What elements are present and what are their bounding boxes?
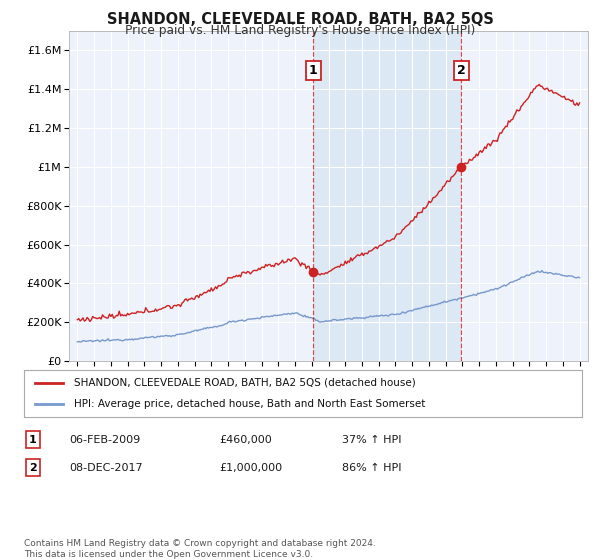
Text: 2: 2 <box>457 64 466 77</box>
Text: 1: 1 <box>309 64 317 77</box>
Text: 06-FEB-2009: 06-FEB-2009 <box>69 435 140 445</box>
Text: HPI: Average price, detached house, Bath and North East Somerset: HPI: Average price, detached house, Bath… <box>74 399 425 409</box>
Text: £460,000: £460,000 <box>219 435 272 445</box>
Text: Price paid vs. HM Land Registry's House Price Index (HPI): Price paid vs. HM Land Registry's House … <box>125 24 475 36</box>
Text: SHANDON, CLEEVEDALE ROAD, BATH, BA2 5QS (detached house): SHANDON, CLEEVEDALE ROAD, BATH, BA2 5QS … <box>74 378 416 388</box>
Text: 08-DEC-2017: 08-DEC-2017 <box>69 463 143 473</box>
Text: 37% ↑ HPI: 37% ↑ HPI <box>342 435 401 445</box>
Text: £1,000,000: £1,000,000 <box>219 463 282 473</box>
Bar <box>313 31 461 361</box>
Text: 86% ↑ HPI: 86% ↑ HPI <box>342 463 401 473</box>
Text: SHANDON, CLEEVEDALE ROAD, BATH, BA2 5QS: SHANDON, CLEEVEDALE ROAD, BATH, BA2 5QS <box>107 12 493 27</box>
Text: 2: 2 <box>29 463 37 473</box>
Text: 1: 1 <box>29 435 37 445</box>
Text: Contains HM Land Registry data © Crown copyright and database right 2024.
This d: Contains HM Land Registry data © Crown c… <box>24 539 376 559</box>
